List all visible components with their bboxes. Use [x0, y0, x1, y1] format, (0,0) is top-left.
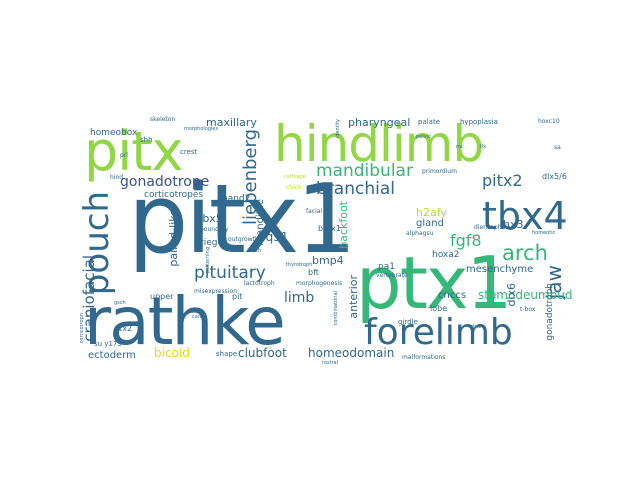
word-rostral: rostral [322, 360, 339, 366]
word-pa1: pa1 [378, 262, 395, 272]
word-shape: shape [216, 350, 238, 358]
word-combinatorial: combinatorial [333, 291, 339, 326]
word-facial: facial [306, 208, 323, 215]
word-corticotropes: corticotropes [144, 190, 204, 200]
word-tbx4: tbx4 [482, 194, 568, 238]
word-corticotroph: corticotroph [80, 313, 85, 344]
word-dlx6: dlx6 [505, 283, 518, 307]
word-hypoplasia: hypoplasia [460, 118, 498, 126]
word-lfx: lfx [480, 144, 487, 150]
word-branchial: branchial [316, 179, 395, 199]
word-h2afy: h2afy [416, 206, 447, 219]
word-upper: upper [150, 292, 174, 301]
word-rathke: rathke [84, 283, 286, 360]
word-bft: bft [308, 268, 319, 277]
word-pharyngeal: pharyngeal [348, 116, 411, 129]
word-hand2: hand2 [222, 194, 251, 204]
word-homeodomain: homeodomain [308, 346, 395, 360]
word-hindlimb: hindlimb [274, 115, 484, 173]
word-cartilage: cartilage [284, 174, 306, 180]
word-boundary: boundary [200, 226, 229, 233]
word-diencephalon: diencephalon [474, 224, 515, 231]
word-ptx2: ptx2 [114, 324, 133, 333]
word-gland: gland [416, 218, 444, 229]
word-arch: arch [502, 241, 548, 265]
word-alphagsu: alphagsu [406, 230, 434, 237]
word-chick: chick [286, 184, 302, 191]
word-pituitary: pituitary [194, 263, 266, 283]
word-homeotic: homeotic [532, 230, 556, 236]
word-thyrotroph: thyrotroph [286, 262, 313, 268]
word-fgf8: fgf8 [450, 231, 482, 250]
word-pelvic: pelvic [416, 134, 431, 140]
word-crest: crest [180, 148, 198, 156]
word-vertebrate: vertebrate [376, 272, 408, 279]
word-hoxc10: hoxc10 [538, 118, 560, 125]
word-cloud: pitx1 rathke ptx1 hindlimb pitx forelimb… [80, 115, 573, 365]
word-su-y179: su y179 [94, 340, 122, 348]
word-homeobox: homeobox [90, 128, 138, 138]
word-sa: sa [554, 144, 561, 151]
word-bmp4: bmp4 [312, 254, 344, 267]
word-pit: pit [232, 292, 243, 301]
word-clubfoot: clubfoot [238, 346, 287, 360]
word-palate: palate [418, 118, 441, 126]
word-mesenchyme: mesenchyme [466, 264, 534, 275]
word-pitx2: pitx2 [482, 171, 523, 190]
word-lhx3: lhx3 [500, 218, 524, 231]
word-lactotroph: lactotroph [244, 280, 275, 287]
word-anterior: anterior [347, 275, 360, 319]
word-dlx5-6: dlx5/6 [542, 172, 567, 181]
word-stomodeumbuds: stomodeumbuds [478, 288, 573, 302]
word-outgrowth: outgrowth [228, 236, 259, 243]
word-pitx: pitx [84, 120, 183, 183]
word-maxillary: maxillary [206, 116, 257, 129]
word-shh: shh [140, 136, 153, 144]
word-carb: carb [192, 314, 204, 320]
word-gonadotrope: gonadotrope [120, 174, 210, 190]
word-rieger: rieger [200, 238, 227, 248]
word-bicoid: bicoid [154, 346, 190, 360]
word-tooth: tooth [248, 248, 262, 254]
word-forelimb: forelimb [364, 312, 513, 353]
word-girdle: girdle [398, 318, 418, 326]
word-patterning: patterning [205, 247, 211, 274]
word-primordium: primordium [422, 168, 457, 175]
word-lobe: lobe [430, 304, 448, 313]
word-limb: limb [284, 290, 315, 306]
word-5q31: 5q31 [258, 230, 289, 244]
word-malformations: malformations [402, 354, 446, 361]
word-barx1: barx1 [318, 224, 341, 233]
word-gonadotroph: gonadotroph [545, 283, 555, 341]
word-hind: hind [110, 174, 124, 181]
word-prl: prl [120, 152, 128, 159]
word-ectoderm: ectoderm [88, 350, 136, 361]
word-misexpression: misexpression [194, 288, 238, 295]
word-morphogenesis: morphogenesis [296, 280, 343, 287]
word-ptx1: ptx1 [356, 241, 512, 325]
word-skeleton: skeleton [150, 116, 176, 123]
word-mc: mc [456, 144, 464, 150]
word-otx2: otx2 [470, 324, 482, 330]
word-cnccs: cnccs [438, 290, 467, 301]
word-gsch: gsch [114, 300, 126, 306]
word-morphologies: morphologies [184, 126, 219, 132]
word-identity: identity [335, 119, 341, 139]
word-t-box: t-box [520, 306, 536, 313]
word-pitx1: pitx1 [128, 165, 357, 275]
word-paired-like: paired-like [167, 209, 180, 267]
word-hoxa2: hoxa2 [432, 250, 460, 260]
word-tbx5: tbx5 [198, 212, 223, 225]
word-mandibular: mandibular [316, 161, 413, 181]
